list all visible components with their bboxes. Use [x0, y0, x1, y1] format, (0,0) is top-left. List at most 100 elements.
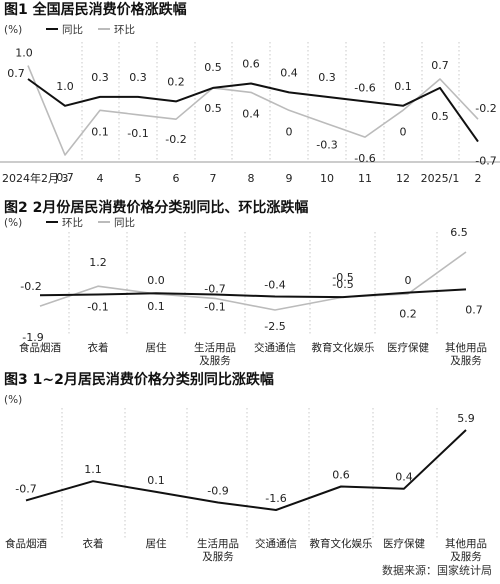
data-label: 0 [400, 125, 407, 138]
x-tick-label: 居住 [146, 537, 167, 550]
series-line-环比 [39, 288, 467, 299]
data-label: 0.3 [318, 71, 336, 84]
x-tick-label: 居住 [146, 341, 167, 354]
data-label: 0.3 [91, 71, 109, 84]
x-tick-label: 2025/1 [421, 172, 460, 185]
legend-label: 环比 [62, 216, 83, 229]
data-label: -1.9 [22, 331, 43, 344]
data-label: -0.2 [475, 102, 496, 115]
data-label: 6.5 [450, 226, 468, 239]
chart-title: 图2 2月份居民消费价格分类别同比、环比涨跌幅 [4, 199, 308, 216]
x-tick-label: 食品烟酒 [19, 341, 61, 354]
chart-title: 图1 全国居民消费价格涨跌幅 [4, 1, 187, 18]
data-label: 0.2 [399, 308, 417, 321]
x-tick-label: 10 [320, 172, 334, 185]
data-label: -0.1 [127, 127, 148, 140]
data-label: 0.7 [7, 67, 25, 80]
data-label: -1.6 [265, 492, 286, 505]
x-tick-label: 11 [358, 172, 372, 185]
data-label: -0.9 [207, 485, 228, 498]
data-label: 0.5 [204, 61, 222, 74]
x-tick-label: 其他用品 [445, 341, 487, 354]
data-label: 0.7 [431, 59, 449, 72]
legend-label: 同比 [62, 23, 83, 36]
x-tick-label: 及服务 [199, 354, 231, 367]
x-tick-label: 4 [97, 172, 104, 185]
data-label: 0.1 [147, 300, 165, 313]
data-label: 0.6 [332, 469, 350, 482]
data-label: -0.5 [332, 271, 353, 284]
x-tick-label: 6 [173, 172, 180, 185]
x-tick-label: 2024年2月 [2, 171, 59, 185]
x-tick-label: 交通通信 [254, 341, 296, 354]
x-tick-label: 8 [248, 172, 255, 185]
data-label: 0.2 [167, 75, 185, 88]
x-tick-label: 3 [62, 172, 69, 185]
data-label: -0.6 [354, 81, 375, 94]
data-label: -0.1 [87, 301, 108, 314]
unit-label: (%) [4, 24, 22, 36]
data-label: 0.4 [280, 66, 298, 79]
legend-label: 环比 [114, 23, 135, 36]
x-tick-label: 生活用品 [197, 537, 239, 550]
legend-label: 同比 [114, 216, 135, 229]
unit-label: (%) [4, 394, 22, 406]
x-tick-label: 教育文化娱乐 [310, 537, 373, 550]
data-label: 0.0 [147, 274, 165, 287]
unit-label: (%) [4, 217, 22, 229]
x-tick-label: 衣着 [88, 341, 109, 354]
data-label: -0.1 [204, 301, 225, 314]
x-tick-label: 5 [135, 172, 142, 185]
x-tick-label: 2 [475, 172, 482, 185]
data-label: 1.0 [56, 80, 74, 93]
data-label: 1.0 [15, 47, 33, 60]
x-tick-label: 9 [286, 172, 293, 185]
data-label: 0.1 [394, 80, 412, 93]
data-label: -0.6 [354, 152, 375, 165]
data-label: -0.7 [475, 155, 496, 168]
x-tick-label: 教育文化娱乐 [312, 341, 375, 354]
data-label: 0.4 [395, 471, 413, 484]
data-label: 0.1 [91, 125, 109, 138]
x-tick-label: 食品烟酒 [5, 537, 47, 550]
data-label: 0.7 [56, 171, 74, 184]
data-label: 0.6 [242, 57, 260, 70]
series-line-main [25, 429, 467, 511]
x-tick-label: 及服务 [450, 550, 482, 563]
data-label: 1.2 [89, 256, 107, 269]
data-label: -0.2 [20, 280, 41, 293]
x-tick-label: 衣着 [83, 537, 104, 550]
chart-title: 图3 1~2月居民消费价格分类别同比涨跌幅 [4, 371, 274, 388]
x-tick-label: 生活用品 [194, 341, 236, 354]
x-tick-label: 及服务 [202, 550, 234, 563]
data-label: 0.4 [242, 107, 260, 120]
source-note: 数据来源：国家统计局 [382, 564, 492, 577]
data-label: 0 [405, 274, 412, 287]
x-tick-label: 医疗保健 [387, 341, 429, 354]
data-label: -2.5 [264, 320, 285, 333]
data-label: -0.7 [15, 482, 36, 495]
x-tick-label: 及服务 [450, 354, 482, 367]
data-label: 0.1 [147, 474, 165, 487]
series-line-同比 [39, 251, 467, 311]
data-label: 0.7 [465, 303, 483, 316]
series-line-同比 [27, 78, 479, 143]
x-tick-label: 医疗保健 [383, 537, 425, 550]
data-label: -0.7 [204, 282, 225, 295]
x-tick-label: 其他用品 [445, 537, 487, 550]
data-label: -0.2 [165, 133, 186, 146]
data-label: 0 [286, 125, 293, 138]
data-label: -0.4 [264, 278, 285, 291]
data-label: 5.9 [457, 412, 475, 425]
x-tick-label: 7 [210, 172, 217, 185]
data-label: 1.1 [84, 463, 102, 476]
data-label: 0.5 [431, 110, 449, 123]
series-line-环比 [27, 65, 479, 156]
data-label: 0.3 [129, 71, 147, 84]
data-label: -0.3 [316, 139, 337, 152]
data-label: -0.5 [332, 278, 353, 291]
x-tick-label: 交通通信 [255, 537, 297, 550]
data-label: 0.5 [204, 102, 222, 115]
